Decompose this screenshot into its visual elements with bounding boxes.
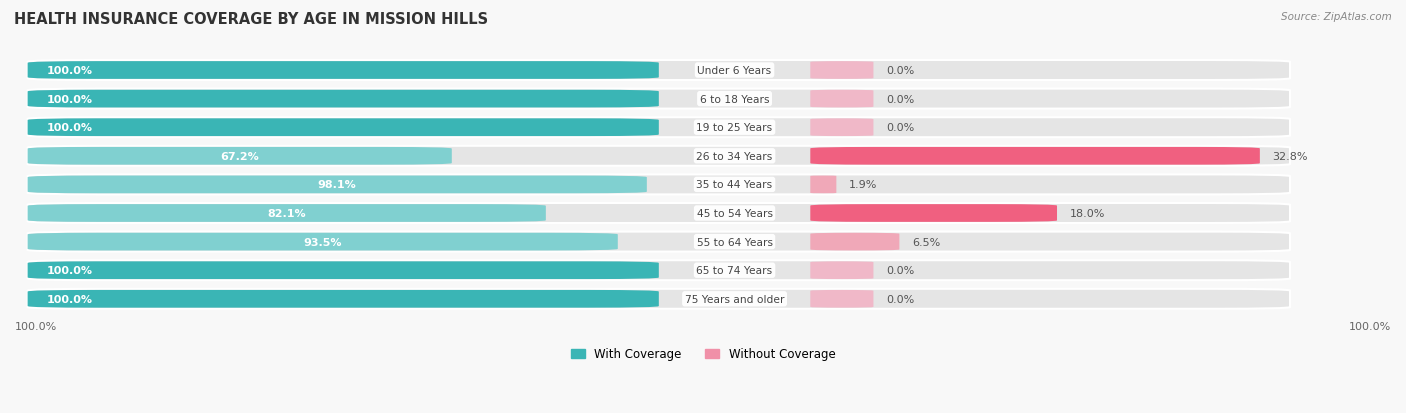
Text: 100.0%: 100.0% — [46, 95, 93, 104]
Text: 67.2%: 67.2% — [221, 152, 259, 161]
FancyBboxPatch shape — [28, 289, 1291, 309]
Text: 0.0%: 0.0% — [886, 95, 914, 104]
FancyBboxPatch shape — [28, 89, 1291, 109]
Text: 19 to 25 Years: 19 to 25 Years — [696, 123, 773, 133]
Text: Under 6 Years: Under 6 Years — [697, 66, 772, 76]
Text: 93.5%: 93.5% — [304, 237, 342, 247]
FancyBboxPatch shape — [810, 62, 873, 80]
Text: 35 to 44 Years: 35 to 44 Years — [696, 180, 773, 190]
Text: 65 to 74 Years: 65 to 74 Years — [696, 266, 773, 275]
Text: 0.0%: 0.0% — [886, 123, 914, 133]
Text: HEALTH INSURANCE COVERAGE BY AGE IN MISSION HILLS: HEALTH INSURANCE COVERAGE BY AGE IN MISS… — [14, 12, 488, 27]
Text: 100.0%: 100.0% — [46, 123, 93, 133]
FancyBboxPatch shape — [810, 233, 900, 251]
Text: Source: ZipAtlas.com: Source: ZipAtlas.com — [1281, 12, 1392, 22]
Text: 6 to 18 Years: 6 to 18 Years — [700, 95, 769, 104]
Text: 0.0%: 0.0% — [886, 66, 914, 76]
FancyBboxPatch shape — [28, 204, 1291, 223]
Text: 100.0%: 100.0% — [15, 321, 58, 331]
Text: 6.5%: 6.5% — [912, 237, 941, 247]
FancyBboxPatch shape — [28, 290, 659, 308]
Text: 32.8%: 32.8% — [1272, 152, 1308, 161]
Text: 100.0%: 100.0% — [1348, 321, 1391, 331]
Text: 75 Years and older: 75 Years and older — [685, 294, 785, 304]
FancyBboxPatch shape — [810, 262, 873, 279]
FancyBboxPatch shape — [28, 62, 659, 80]
FancyBboxPatch shape — [28, 232, 1291, 252]
FancyBboxPatch shape — [28, 204, 546, 222]
FancyBboxPatch shape — [28, 61, 1291, 81]
FancyBboxPatch shape — [810, 176, 837, 194]
Text: 1.9%: 1.9% — [849, 180, 877, 190]
FancyBboxPatch shape — [810, 119, 873, 137]
FancyBboxPatch shape — [28, 147, 451, 165]
FancyBboxPatch shape — [28, 176, 647, 194]
FancyBboxPatch shape — [810, 290, 873, 308]
Text: 98.1%: 98.1% — [318, 180, 357, 190]
Text: 100.0%: 100.0% — [46, 266, 93, 275]
FancyBboxPatch shape — [28, 90, 659, 108]
Text: 100.0%: 100.0% — [46, 294, 93, 304]
FancyBboxPatch shape — [810, 90, 873, 108]
FancyBboxPatch shape — [28, 118, 1291, 138]
FancyBboxPatch shape — [28, 119, 659, 137]
Text: 45 to 54 Years: 45 to 54 Years — [696, 209, 772, 218]
Text: 82.1%: 82.1% — [267, 209, 307, 218]
FancyBboxPatch shape — [28, 147, 1291, 166]
Text: 100.0%: 100.0% — [46, 66, 93, 76]
Text: 26 to 34 Years: 26 to 34 Years — [696, 152, 773, 161]
FancyBboxPatch shape — [810, 147, 1260, 165]
FancyBboxPatch shape — [28, 262, 659, 279]
FancyBboxPatch shape — [28, 261, 1291, 280]
FancyBboxPatch shape — [28, 175, 1291, 195]
FancyBboxPatch shape — [28, 233, 617, 251]
Text: 55 to 64 Years: 55 to 64 Years — [696, 237, 772, 247]
Text: 0.0%: 0.0% — [886, 294, 914, 304]
Legend: With Coverage, Without Coverage: With Coverage, Without Coverage — [565, 343, 841, 366]
Text: 0.0%: 0.0% — [886, 266, 914, 275]
Text: 18.0%: 18.0% — [1070, 209, 1105, 218]
FancyBboxPatch shape — [810, 204, 1057, 222]
